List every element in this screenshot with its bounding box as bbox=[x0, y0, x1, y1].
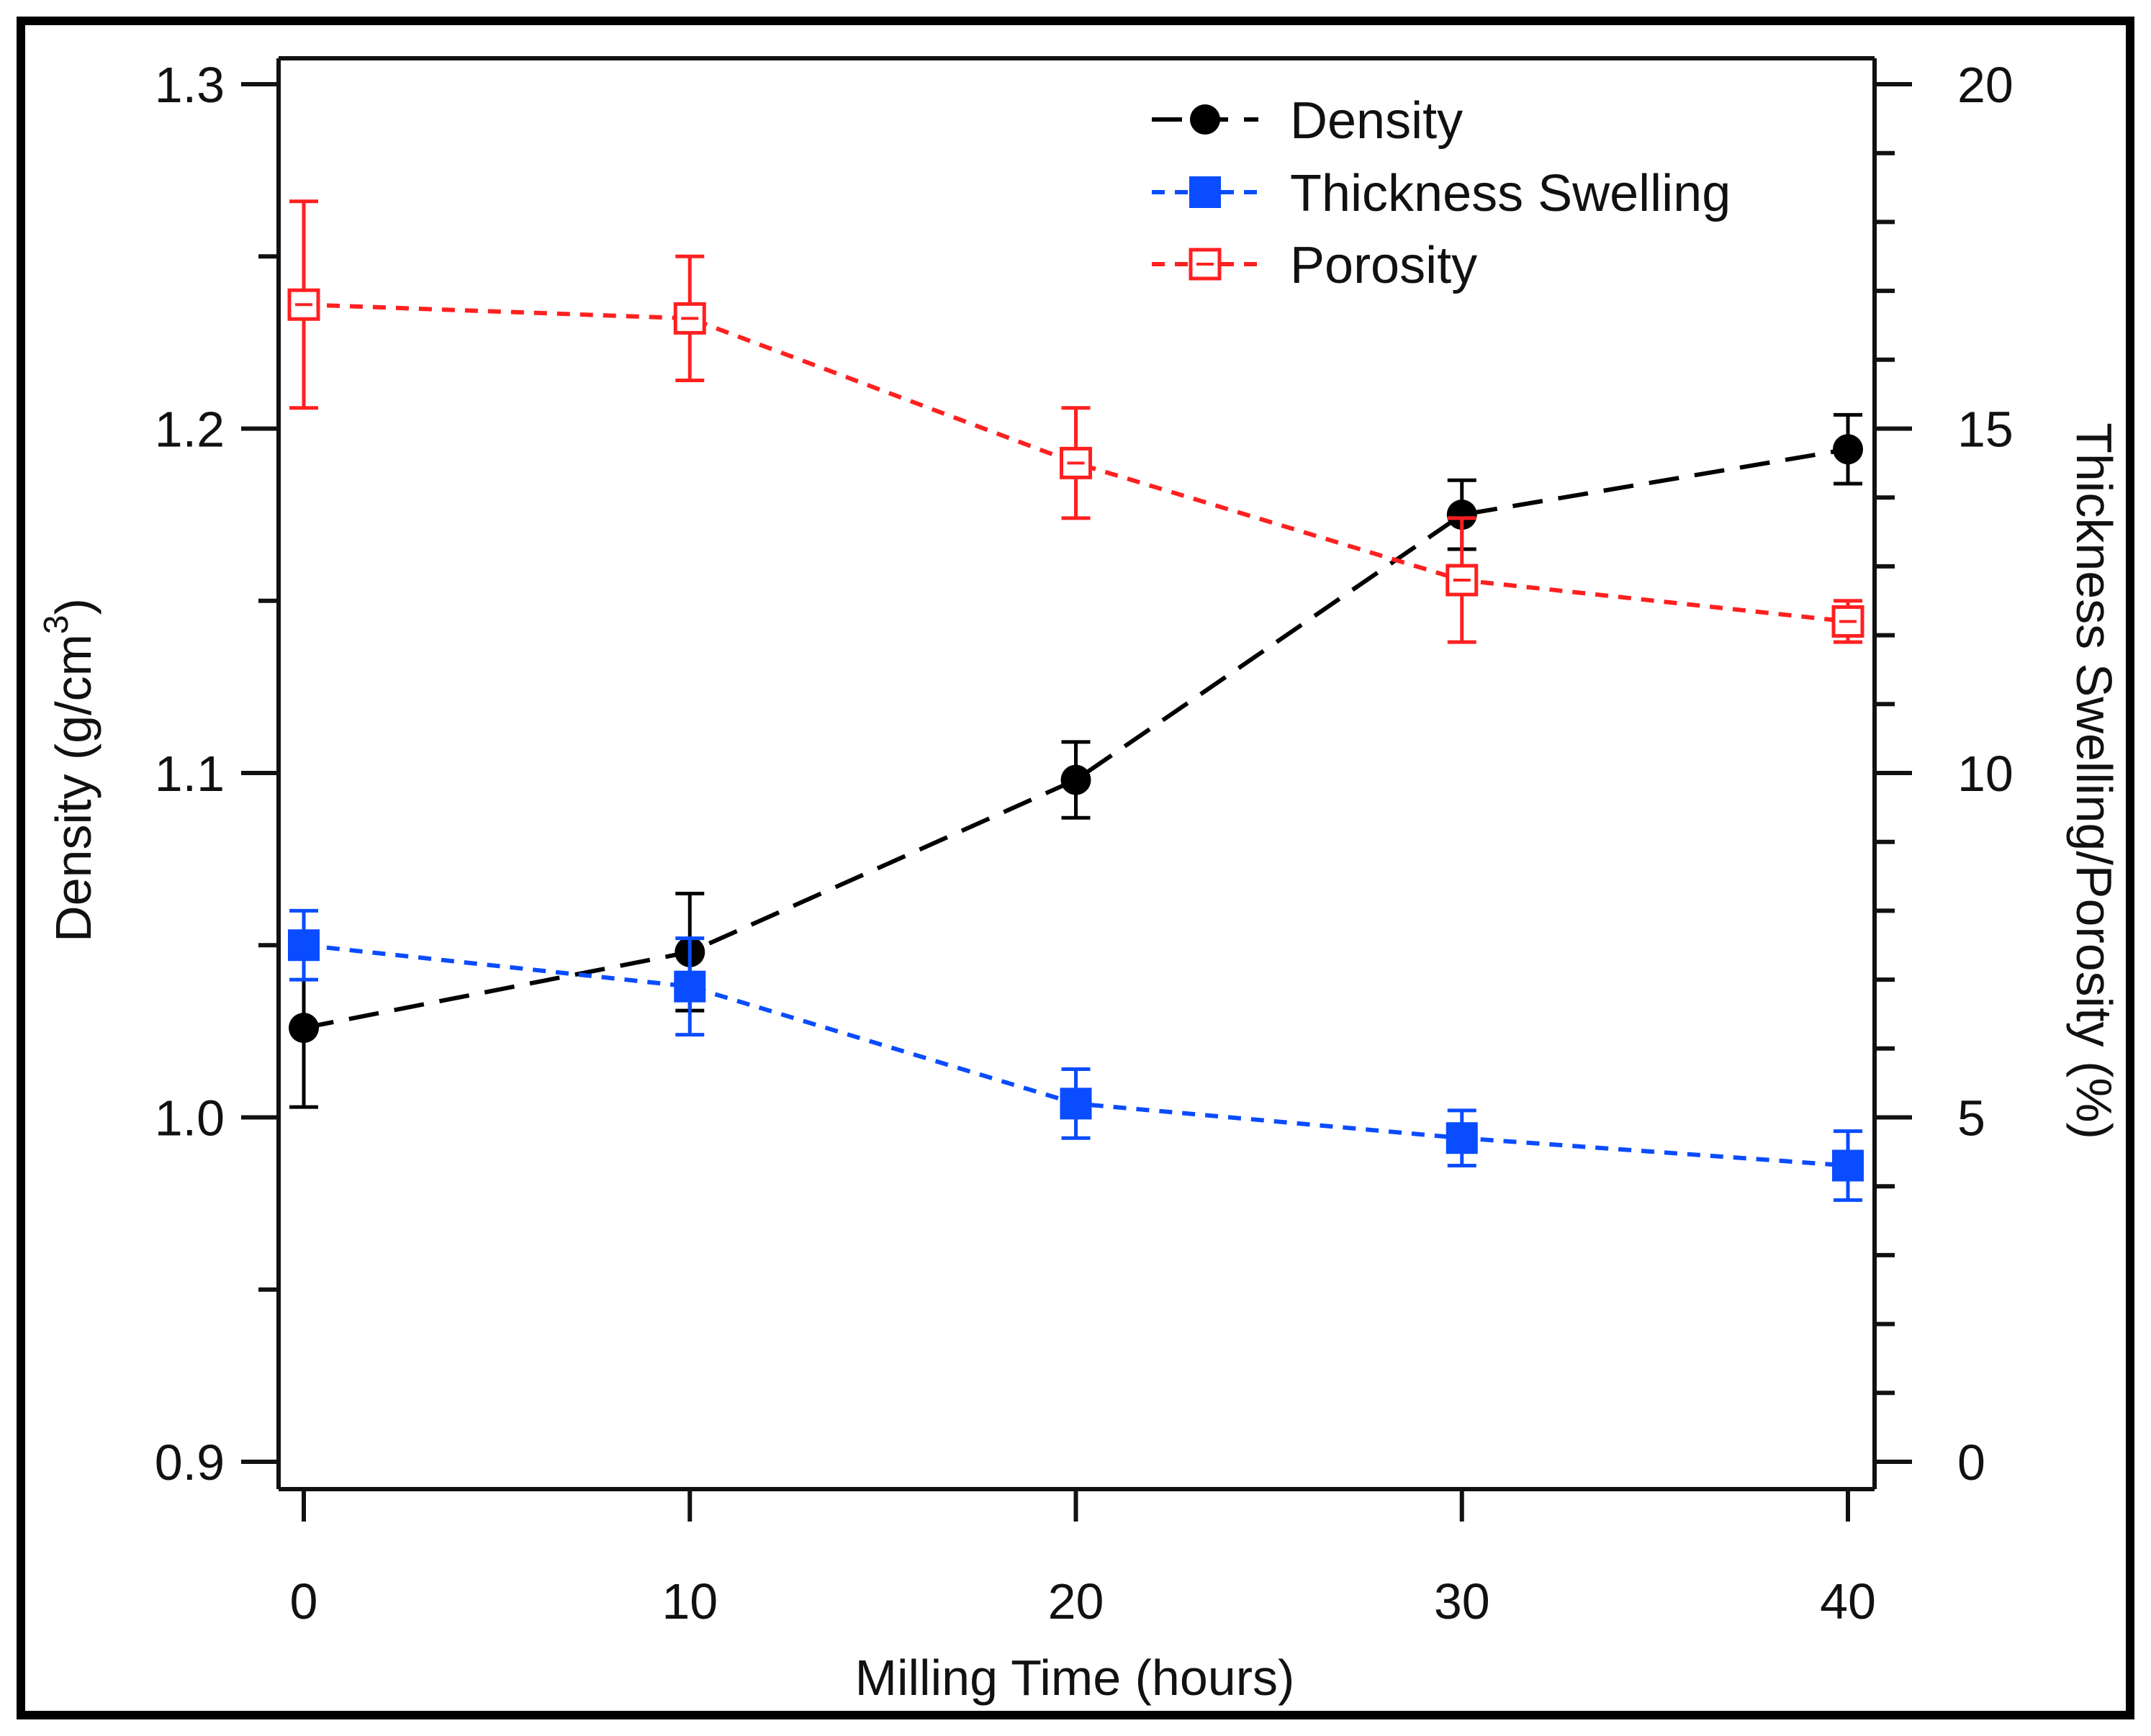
x-axis-title: Milling Time (hours) bbox=[855, 1650, 1295, 1706]
x-tick-label: 0 bbox=[290, 1573, 318, 1629]
legend: Density Thickness Swelling Porosity bbox=[1152, 92, 1731, 294]
right-tick-label: 10 bbox=[1957, 746, 2014, 802]
series-thickness-swelling bbox=[288, 908, 1864, 1202]
legend-label: Thickness Swelling bbox=[1290, 165, 1731, 222]
data-point bbox=[1832, 1149, 1864, 1182]
legend-item: Porosity bbox=[1152, 237, 1477, 294]
data-point bbox=[1446, 499, 1477, 530]
data-point bbox=[1446, 1122, 1478, 1154]
legend-swatch-marker bbox=[1189, 176, 1221, 208]
axis-titles: Milling Time (hours) Density (g/cm3) Thi… bbox=[37, 422, 2122, 1706]
y2-axis-title: Thickness Swelling/Porosity (%) bbox=[2066, 422, 2122, 1139]
left-tick-label: 0.9 bbox=[155, 1434, 225, 1491]
legend-swatch-marker bbox=[1190, 104, 1220, 135]
series-porosity bbox=[287, 199, 1864, 644]
series-line bbox=[303, 302, 1849, 624]
x-tick-label: 20 bbox=[1048, 1573, 1104, 1629]
axes-layer: 0.9 1.0 1.1 1.2 1.3 0 5 10 15 20 0 10 20 30 40 bbox=[155, 56, 2014, 1629]
x-tick-label: 30 bbox=[1434, 1573, 1490, 1629]
series-layer bbox=[287, 199, 1864, 1202]
legend-item: Thickness Swelling bbox=[1152, 165, 1731, 222]
series-line bbox=[303, 447, 1849, 1031]
legend-label: Porosity bbox=[1290, 237, 1477, 294]
y-axis-title-superscript: 3 bbox=[37, 615, 76, 634]
figure-frame bbox=[17, 17, 2134, 1719]
legend-label: Density bbox=[1290, 92, 1463, 150]
legend-item: Density bbox=[1152, 92, 1463, 150]
left-tick-label: 1.0 bbox=[155, 1090, 225, 1147]
data-point bbox=[1833, 434, 1863, 465]
right-tick-label: 20 bbox=[1957, 57, 2014, 113]
data-point bbox=[674, 970, 706, 1003]
data-point bbox=[1060, 1088, 1092, 1120]
right-tick-label: 15 bbox=[1957, 402, 2014, 458]
data-point bbox=[287, 288, 320, 321]
y-axis-title-close: ) bbox=[45, 598, 102, 615]
data-point bbox=[1060, 764, 1091, 795]
x-tick-label: 40 bbox=[1820, 1573, 1876, 1629]
right-tick-label: 0 bbox=[1957, 1434, 1985, 1491]
data-point bbox=[288, 929, 320, 962]
right-tick-label: 5 bbox=[1957, 1090, 1985, 1147]
left-tick-label: 1.3 bbox=[155, 57, 225, 113]
y-axis-title-main: Density (g/cm bbox=[45, 634, 102, 942]
left-tick-label: 1.2 bbox=[155, 402, 225, 458]
data-point bbox=[289, 1013, 319, 1044]
y-axis-title: Density (g/cm3) bbox=[37, 598, 102, 942]
left-tick-label: 1.1 bbox=[155, 746, 225, 802]
x-tick-label: 10 bbox=[662, 1573, 718, 1629]
